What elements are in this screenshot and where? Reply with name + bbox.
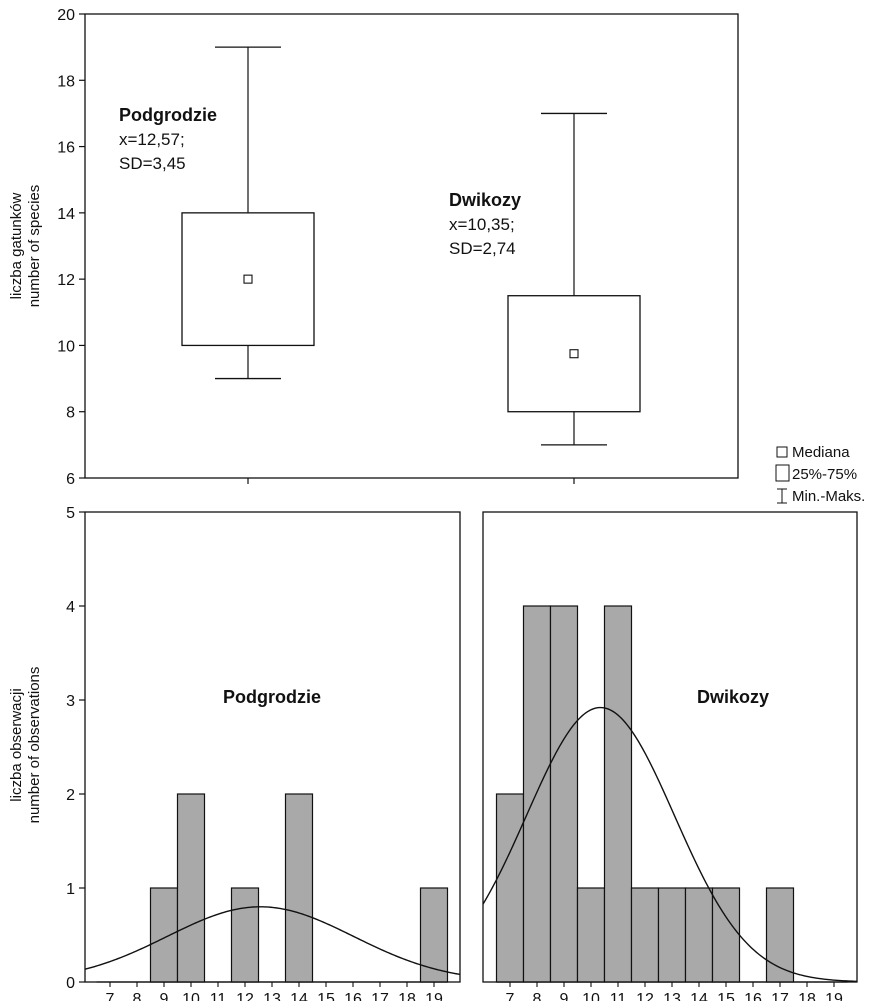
histogram-bar	[603, 605, 633, 983]
y-axis-label: number of species	[26, 185, 43, 308]
y-tick-label: 20	[57, 7, 75, 24]
mean-label: x=10,35;	[449, 215, 515, 234]
y-tick-label: 3	[66, 693, 75, 710]
histogram-bar	[230, 887, 260, 983]
histogram-bar	[419, 887, 449, 983]
histogram-bar	[522, 605, 552, 983]
x-tick-label: 7	[506, 991, 515, 1001]
x-tick-label: 10	[582, 991, 600, 1001]
histogram-frame	[84, 511, 461, 983]
y-axis-label: number of observations	[26, 667, 43, 824]
histogram-dwikozy-panel: 7 8 9 10 11 12 13 14 15 16 17 18 19 Dwikozy	[482, 511, 858, 1001]
group-name-label: Podgrodzie	[119, 105, 217, 125]
histogram-title: Podgrodzie	[223, 687, 321, 707]
sd-label: SD=2,74	[449, 239, 516, 258]
legend: Mediana 25%-75% Min.-Maks.	[775, 444, 865, 505]
x-tick-label: 19	[825, 991, 843, 1001]
histogram-title: Dwikozy	[697, 687, 769, 707]
histogram-bar	[684, 887, 714, 983]
x-tick-label: 8	[133, 991, 142, 1001]
y-tick-label: 0	[66, 975, 75, 992]
y-tick-label: 10	[57, 338, 75, 355]
x-tick-label: 7	[106, 991, 115, 1001]
y-tick-label: 8	[66, 405, 75, 422]
histogram-bar	[176, 793, 206, 983]
y-tick-label: 4	[66, 599, 75, 616]
legend-whisker-label: Min.-Maks.	[792, 488, 865, 505]
sd-label: SD=3,45	[119, 154, 186, 173]
histogram-bar	[765, 887, 795, 983]
normal-curve	[84, 906, 461, 976]
median-marker	[243, 274, 253, 284]
legend-box-label: 25%-75%	[792, 466, 857, 483]
group-name-label: Dwikozy	[449, 190, 521, 210]
histogram-bar	[657, 887, 687, 983]
boxplot-frame	[84, 13, 739, 479]
legend-median-symbol	[776, 446, 788, 458]
x-tick-label: 9	[160, 991, 169, 1001]
x-tick-label: 10	[182, 991, 200, 1001]
x-tick-label: 13	[663, 991, 681, 1001]
y-tick-label: 5	[66, 505, 75, 522]
y-axis-label: liczba obserwacji	[8, 688, 25, 801]
y-tick-label: 6	[66, 471, 75, 488]
histogram-bar	[149, 887, 179, 983]
histogram-bar	[630, 887, 660, 983]
x-tick-label: 13	[263, 991, 281, 1001]
normal-curve	[482, 706, 858, 983]
legend-median-label: Mediana	[792, 444, 850, 461]
y-tick-label: 1	[66, 881, 75, 898]
legend-box-symbol	[775, 464, 790, 482]
y-tick-label: 2	[66, 787, 75, 804]
x-tick-label: 16	[744, 991, 762, 1001]
y-axis-label: liczba gatunków	[8, 192, 25, 299]
y-tick-label: 16	[57, 140, 75, 157]
histogram-podgrodzie-panel: 7 8 9 10 11 12 13 14 15 16 17 18 19012345Podgrodziel…	[8, 505, 461, 1001]
x-tick-label: 9	[560, 991, 569, 1001]
x-tick-label: 17	[371, 991, 389, 1001]
x-tick-label: 14	[690, 991, 708, 1001]
x-tick-label: 19	[425, 991, 443, 1001]
x-tick-label: 15	[317, 991, 335, 1001]
histogram-bar	[576, 887, 606, 983]
x-tick-label: 17	[771, 991, 789, 1001]
histogram-bar	[549, 605, 579, 983]
y-tick-label: 18	[57, 73, 75, 90]
x-tick-label: 11	[210, 991, 227, 1001]
x-tick-label: 12	[236, 991, 254, 1001]
mean-label: x=12,57;	[119, 130, 185, 149]
y-tick-label: 12	[57, 272, 75, 289]
boxplot-panel: 6 8 10 12 14 16 18 20 Podgrodzie x=12,57; SD=3,45 D…	[8, 7, 865, 505]
x-tick-label: 15	[717, 991, 735, 1001]
x-tick-label: 18	[398, 991, 416, 1001]
x-tick-label: 18	[798, 991, 816, 1001]
x-tick-label: 16	[344, 991, 362, 1001]
x-tick-label: 12	[636, 991, 654, 1001]
x-tick-label: 8	[533, 991, 542, 1001]
x-tick-label: 11	[610, 991, 627, 1001]
histogram-bar	[284, 793, 314, 983]
y-tick-label: 14	[57, 206, 75, 223]
x-tick-label: 14	[290, 991, 308, 1001]
histogram-bar	[495, 793, 525, 983]
median-marker	[569, 349, 579, 359]
